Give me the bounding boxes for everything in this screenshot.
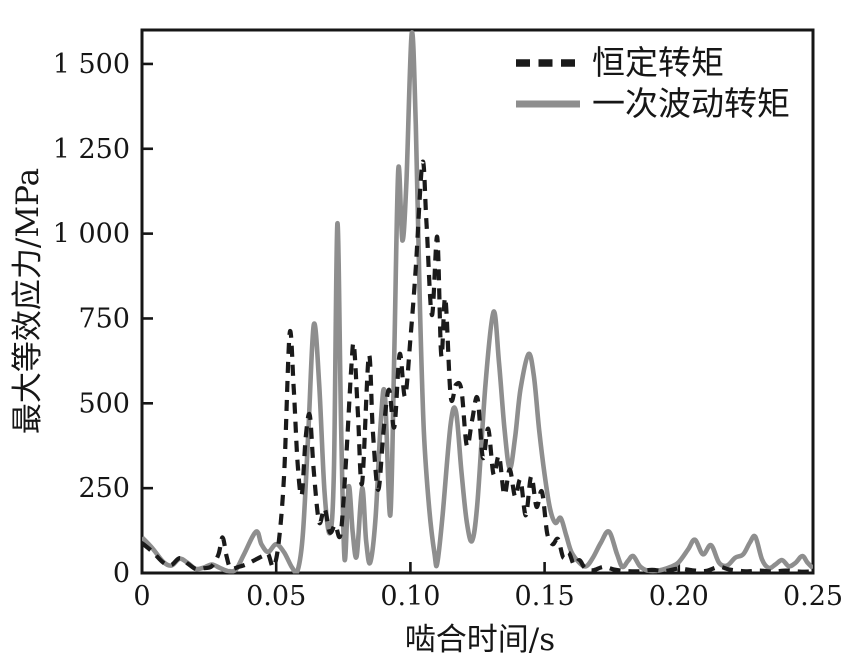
y-axis-label: 最大等效应力/MPa [10, 168, 46, 434]
data-curves [142, 30, 813, 574]
y-tick-label: 1 000 [53, 219, 130, 250]
x-tick-label: 0.10 [380, 581, 440, 612]
x-tick-label: 0 [133, 581, 150, 612]
x-tick-label: 0.15 [515, 581, 575, 612]
x-axis-label: 啮合时间/s [405, 622, 555, 658]
x-tick-label: 0.25 [783, 581, 843, 612]
y-tick-label: 500 [78, 388, 130, 419]
legend: 恒定转矩 一次波动转矩 [516, 43, 790, 123]
series-curve-恒定转矩 [142, 159, 813, 574]
x-tick-label: 0.05 [246, 581, 306, 612]
y-tick-label: 750 [78, 303, 130, 334]
y-tick-label: 1 500 [53, 49, 130, 80]
y-tick-label: 0 [113, 558, 130, 589]
plot-border [140, 28, 815, 575]
legend-label-constant-torque: 恒定转矩 [592, 43, 724, 82]
axis-ticks: 0 0.05 0.10 0.15 0.20 0.25 0 250 500 750 1 000 1 25… [53, 49, 843, 612]
y-tick-label: 1 250 [53, 134, 130, 165]
x-tick-label: 0.20 [649, 581, 709, 612]
series-curve-一次波动转矩 [142, 30, 813, 574]
legend-label-fluctuating-torque: 一次波动转矩 [592, 84, 790, 123]
y-tick-label: 250 [78, 473, 130, 504]
